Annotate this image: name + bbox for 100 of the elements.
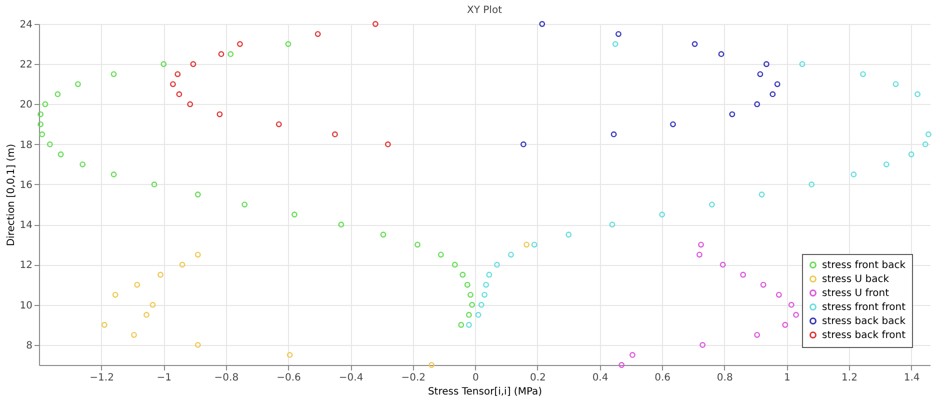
- legend-label: stress front back: [822, 260, 906, 271]
- point: [216, 111, 223, 118]
- x-tick-label: −1: [156, 372, 172, 384]
- point: [754, 332, 760, 338]
- point: [414, 242, 420, 248]
- y-tick-label: 8: [26, 340, 32, 352]
- point: [101, 322, 108, 328]
- point: [39, 131, 46, 138]
- point: [466, 312, 472, 318]
- point: [314, 31, 321, 37]
- point: [612, 41, 618, 47]
- point: [892, 81, 899, 88]
- point: [160, 61, 167, 68]
- x-tick-label: −0.4: [338, 372, 364, 384]
- point: [460, 272, 466, 278]
- point: [524, 242, 530, 248]
- point: [610, 131, 617, 138]
- point: [494, 262, 500, 268]
- point: [228, 51, 234, 58]
- point: [698, 242, 704, 248]
- point: [110, 172, 117, 178]
- point: [883, 161, 890, 168]
- point: [179, 262, 186, 268]
- point: [372, 21, 378, 27]
- point: [659, 212, 666, 218]
- point: [757, 71, 764, 78]
- y-tick-label: 14: [20, 220, 32, 232]
- point: [151, 182, 158, 188]
- y-tick-label: 24: [20, 20, 32, 30]
- point: [74, 81, 81, 88]
- point: [58, 151, 64, 158]
- point: [452, 262, 458, 268]
- point: [609, 222, 616, 228]
- x-tick-label: 1.4: [904, 372, 920, 384]
- legend-label: stress U back: [822, 274, 890, 285]
- point: [566, 232, 572, 238]
- x-axis-title: Stress Tensor[i,i] (MPa): [428, 386, 542, 398]
- point: [285, 41, 292, 47]
- x-tick-label: 1.2: [842, 372, 858, 384]
- x-tick-label: 0.6: [654, 372, 671, 384]
- point: [468, 292, 474, 298]
- point: [150, 302, 156, 308]
- point: [380, 232, 386, 238]
- point: [458, 322, 464, 328]
- point: [763, 61, 770, 68]
- point: [194, 192, 201, 198]
- point: [190, 61, 196, 68]
- point: [616, 31, 622, 37]
- point: [38, 121, 44, 128]
- point: [483, 282, 490, 288]
- point: [110, 71, 117, 78]
- point: [80, 161, 86, 168]
- point: [754, 101, 760, 108]
- point: [486, 272, 492, 278]
- x-tick-label: −0.2: [401, 372, 426, 384]
- point: [700, 342, 706, 348]
- point: [531, 242, 538, 248]
- point: [38, 111, 44, 118]
- y-tick-label: 22: [20, 60, 32, 71]
- point: [158, 272, 164, 278]
- x-tick-label: −0.8: [214, 372, 239, 384]
- point: [740, 272, 746, 278]
- point: [384, 141, 391, 148]
- point: [428, 362, 434, 368]
- point: [464, 282, 470, 288]
- legend-label: stress front front: [822, 302, 906, 313]
- point: [187, 101, 194, 108]
- point: [438, 252, 444, 258]
- point: [194, 342, 201, 348]
- point: [776, 292, 782, 298]
- y-tick-label: 20: [20, 100, 32, 111]
- x-tick-label: 0.8: [716, 372, 733, 384]
- point: [770, 91, 776, 98]
- point: [508, 252, 514, 258]
- point: [922, 141, 928, 148]
- point: [908, 151, 914, 158]
- point: [860, 71, 866, 78]
- point: [46, 141, 53, 148]
- point: [236, 41, 243, 47]
- point: [718, 51, 724, 58]
- point: [788, 302, 794, 308]
- point: [176, 91, 182, 98]
- point: [292, 212, 298, 218]
- x-tick-label: −0.6: [276, 372, 301, 384]
- point: [708, 202, 715, 208]
- point: [520, 141, 526, 148]
- point: [286, 352, 293, 358]
- point: [482, 292, 488, 298]
- point: [466, 322, 472, 328]
- point: [925, 131, 932, 138]
- point: [793, 312, 799, 318]
- point: [914, 91, 920, 98]
- point: [850, 172, 857, 178]
- point: [758, 192, 765, 198]
- point: [112, 292, 118, 298]
- point: [478, 302, 484, 308]
- legend-label: stress U front: [822, 288, 890, 299]
- point: [774, 81, 780, 88]
- legend-label: stress back back: [822, 316, 906, 327]
- point: [174, 71, 181, 78]
